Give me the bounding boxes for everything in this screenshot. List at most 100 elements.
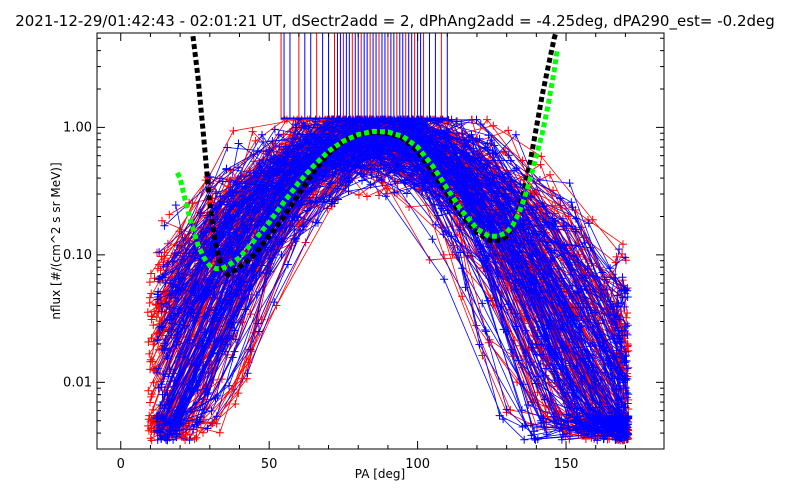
data-point-marker <box>542 209 551 218</box>
data-point-marker <box>564 423 573 432</box>
data-point-marker <box>442 126 451 135</box>
data-point-marker <box>542 364 551 373</box>
data-point-marker <box>437 141 446 150</box>
data-point-marker <box>193 418 202 427</box>
data-point-marker <box>484 216 493 225</box>
data-point-marker <box>158 390 167 399</box>
data-point-marker <box>436 126 444 135</box>
measurement-curve <box>162 137 626 294</box>
data-point-marker <box>156 266 165 275</box>
data-point-marker <box>527 252 536 261</box>
data-point-marker <box>368 115 377 124</box>
y-tick-label: 0.01 <box>63 375 92 390</box>
data-point-marker <box>156 401 165 409</box>
data-point-marker <box>447 115 456 124</box>
data-point-marker <box>375 191 383 200</box>
data-point-marker <box>391 177 400 186</box>
data-point-marker <box>167 430 176 439</box>
data-point-marker <box>160 417 169 426</box>
data-point-marker <box>171 415 180 424</box>
data-point-marker <box>160 254 169 263</box>
data-point-marker <box>402 189 411 198</box>
data-point-marker <box>159 262 168 271</box>
data-point-marker <box>609 302 618 311</box>
data-point-marker <box>615 418 624 427</box>
data-point-marker <box>504 269 513 278</box>
data-point-marker <box>528 339 537 348</box>
data-point-marker <box>344 176 353 185</box>
data-point-marker <box>248 217 257 226</box>
data-point-marker <box>559 301 568 310</box>
data-point-marker <box>201 384 210 393</box>
data-point-marker <box>269 151 278 160</box>
data-point-marker <box>376 154 385 163</box>
data-point-marker <box>153 336 162 345</box>
data-point-marker <box>157 380 166 389</box>
data-point-marker <box>512 322 521 331</box>
data-point-marker <box>172 420 181 429</box>
data-point-marker <box>192 433 201 442</box>
data-point-marker <box>492 162 501 171</box>
measurement-curve <box>173 119 622 441</box>
data-point-marker <box>348 126 357 135</box>
data-point-marker <box>288 216 297 225</box>
data-point-marker <box>531 436 540 444</box>
data-point-marker <box>457 164 466 172</box>
data-point-marker <box>541 371 550 380</box>
data-point-marker <box>594 423 603 432</box>
data-point-marker <box>207 421 215 430</box>
data-point-marker <box>158 216 166 225</box>
data-point-marker <box>602 285 611 294</box>
data-point-marker <box>425 255 434 264</box>
data-point-marker <box>268 253 277 262</box>
data-point-marker <box>607 317 616 326</box>
data-point-marker <box>259 138 268 146</box>
data-point-marker <box>540 334 549 343</box>
x-axis-label: PA [deg] <box>355 467 405 481</box>
data-point-marker <box>304 123 313 132</box>
data-point-marker <box>529 206 538 214</box>
data-point-marker <box>569 251 578 260</box>
data-point-marker <box>551 218 560 226</box>
data-point-marker <box>158 345 167 354</box>
data-point-marker <box>144 386 153 395</box>
data-point-marker <box>160 221 169 230</box>
data-point-marker <box>612 346 621 355</box>
data-point-marker <box>147 315 156 324</box>
data-layer <box>143 33 633 445</box>
data-point-marker <box>624 363 633 372</box>
data-point-marker <box>145 293 154 302</box>
data-point-marker <box>277 250 286 259</box>
data-point-marker <box>355 146 364 155</box>
data-point-marker <box>495 411 504 420</box>
measurement-curve <box>159 163 621 431</box>
data-point-marker <box>266 167 275 176</box>
data-point-marker <box>221 347 230 356</box>
data-point-marker <box>219 305 228 314</box>
data-point-marker <box>366 180 375 189</box>
data-point-marker <box>199 428 207 437</box>
data-point-marker <box>417 160 426 169</box>
data-point-marker <box>521 257 530 266</box>
data-point-marker <box>613 396 622 405</box>
data-point-marker <box>567 198 576 207</box>
plot-frame <box>96 32 665 450</box>
data-point-marker <box>586 342 595 351</box>
data-point-marker <box>390 124 399 133</box>
y-axis-label: nflux [#/(cm^2 s sr MeV)] <box>49 162 63 319</box>
data-point-marker <box>163 391 172 400</box>
data-point-marker <box>289 141 297 150</box>
data-point-marker <box>172 341 181 349</box>
measurement-curve <box>178 119 629 323</box>
data-point-marker <box>358 176 366 185</box>
data-point-marker <box>158 272 167 281</box>
data-point-marker <box>228 202 236 211</box>
data-point-marker <box>491 249 500 258</box>
data-point-marker <box>571 416 580 425</box>
data-point-marker <box>575 287 583 296</box>
data-point-marker <box>461 283 470 292</box>
data-point-marker <box>499 415 508 424</box>
data-point-marker <box>291 120 300 129</box>
data-point-marker <box>478 299 487 308</box>
data-point-marker <box>541 401 550 410</box>
